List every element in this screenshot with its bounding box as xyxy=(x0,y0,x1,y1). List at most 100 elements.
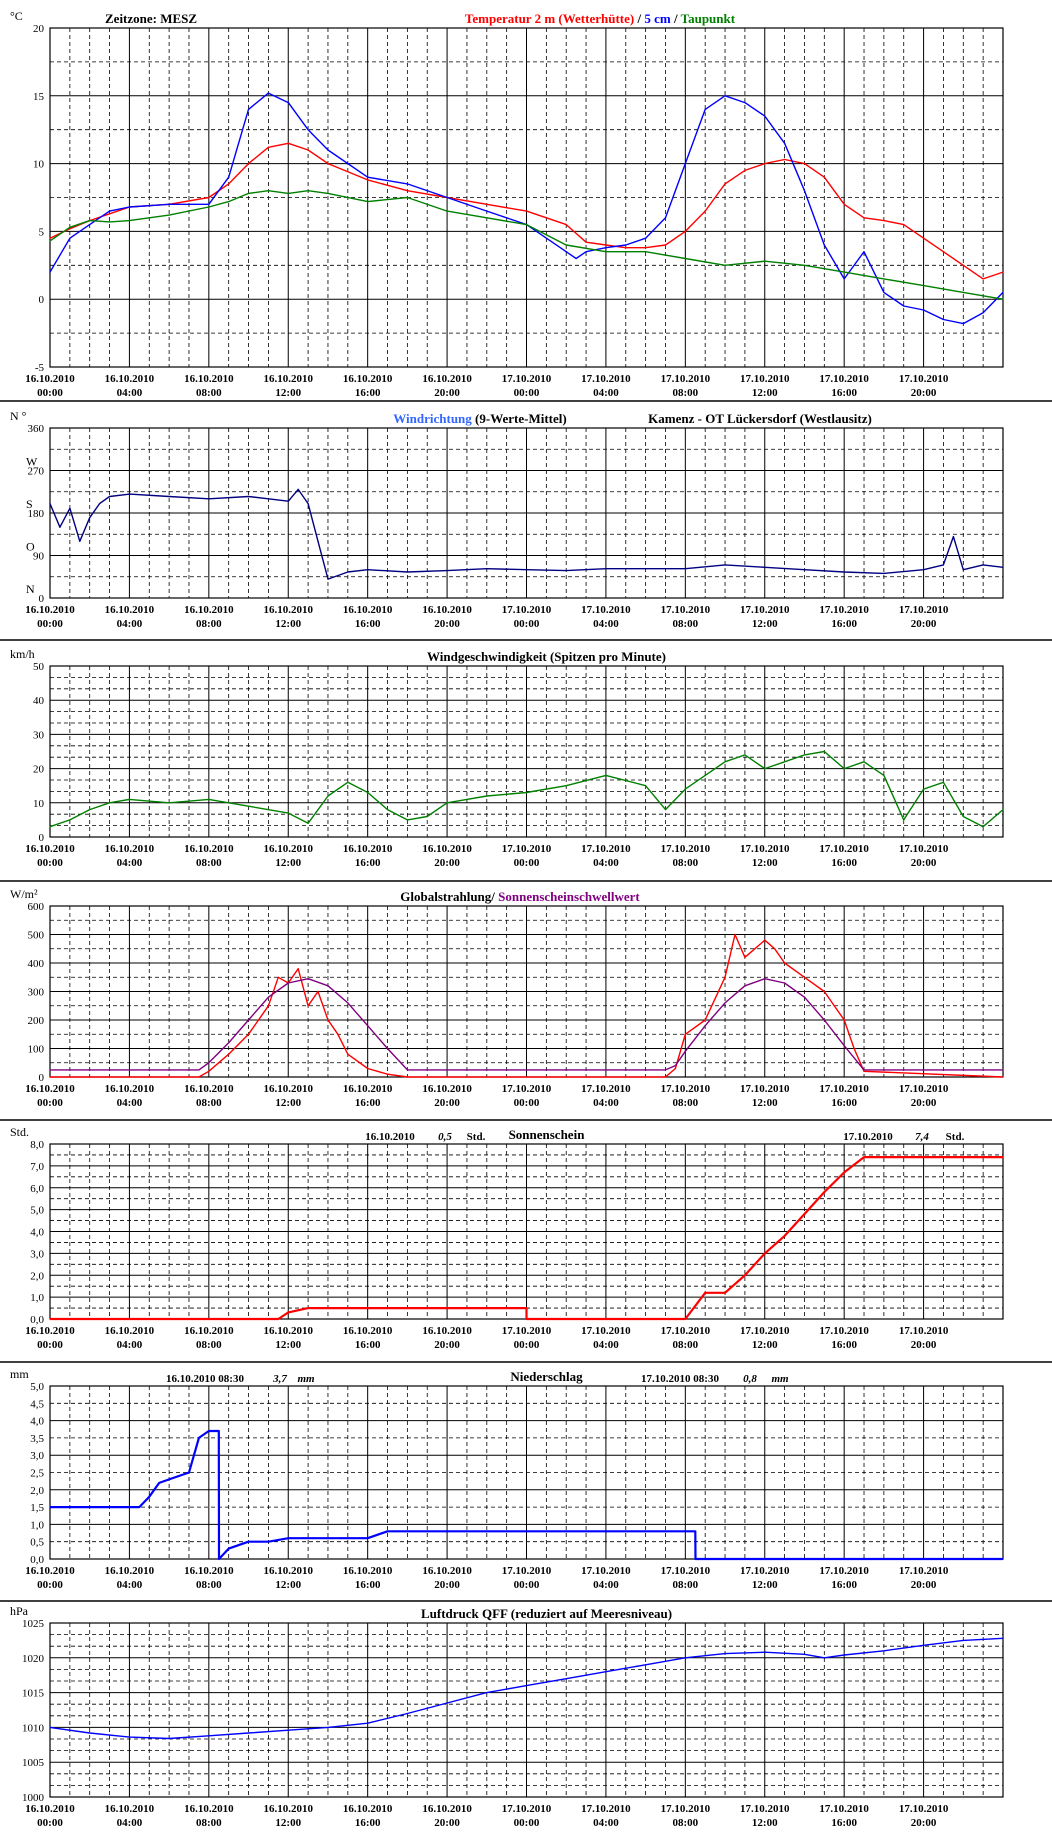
data-point xyxy=(347,1002,349,1004)
data-point xyxy=(128,1736,130,1738)
chart-title-part: 5 cm xyxy=(644,11,671,26)
data-point xyxy=(684,568,686,570)
data-point xyxy=(803,190,806,192)
x-tick-date: 17.10.2010 xyxy=(502,843,552,855)
x-tick-date: 16.10.2010 xyxy=(422,1803,472,1815)
y-tick-label: 2,0 xyxy=(30,1485,44,1497)
data-point xyxy=(1002,1076,1004,1078)
data-point xyxy=(684,1050,686,1052)
y-tick-label: 4,5 xyxy=(30,1398,44,1410)
data-point xyxy=(367,1722,369,1724)
data-point xyxy=(109,210,111,212)
data-point xyxy=(684,1033,686,1035)
x-tick-time: 20:00 xyxy=(434,1097,460,1109)
series-line-1 xyxy=(49,488,1004,580)
x-tick-date: 17.10.2010 xyxy=(740,843,790,855)
x-tick-time: 20:00 xyxy=(911,857,937,869)
x-tick-time: 12:00 xyxy=(275,1097,301,1109)
x-tick-time: 00:00 xyxy=(514,1817,540,1829)
timezone-label: Zeitzone: MESZ xyxy=(105,11,197,26)
data-point xyxy=(645,1664,647,1666)
data-point xyxy=(744,754,746,756)
x-tick-date: 16.10.2010 xyxy=(25,1083,75,1095)
y-tick-label: 1020 xyxy=(22,1653,45,1665)
x-tick-time: 16:00 xyxy=(831,1339,857,1351)
y-tick-label: 0 xyxy=(39,832,45,844)
data-point xyxy=(208,1430,210,1432)
data-point xyxy=(69,226,71,228)
data-point xyxy=(962,1639,964,1641)
x-tick-date: 16.10.2010 xyxy=(25,1325,75,1337)
x-tick-time: 16:00 xyxy=(355,1097,381,1109)
data-point xyxy=(228,1053,230,1055)
data-point xyxy=(625,247,627,249)
data-point xyxy=(406,1530,408,1532)
y-tick-label: 2,5 xyxy=(30,1468,44,1480)
data-point xyxy=(257,1019,260,1021)
data-point xyxy=(446,196,448,199)
data-point xyxy=(565,251,567,253)
data-point xyxy=(327,795,329,797)
data-point xyxy=(287,142,289,144)
data-point xyxy=(982,564,984,566)
y-tick-label: 6,0 xyxy=(30,1183,44,1195)
data-point xyxy=(704,1019,706,1021)
x-tick-time: 04:00 xyxy=(117,1097,143,1109)
data-point xyxy=(784,982,786,984)
x-tick-date: 17.10.2010 xyxy=(819,1565,869,1577)
data-point xyxy=(59,526,61,528)
data-point xyxy=(327,985,329,987)
y-tick-label: 0 xyxy=(39,593,45,605)
x-tick-time: 16:00 xyxy=(831,857,857,869)
data-point xyxy=(744,102,746,104)
data-point xyxy=(764,978,766,980)
day-total-value: 0,5 xyxy=(438,1131,452,1143)
data-point xyxy=(923,237,925,239)
x-tick-date: 16.10.2010 xyxy=(343,604,393,616)
day-total-value: 0,8 xyxy=(743,1373,757,1385)
x-tick-time: 12:00 xyxy=(752,1817,778,1829)
data-point xyxy=(744,1274,746,1276)
data-point xyxy=(128,493,130,495)
chart-subtitle: Kamenz - OT Lückersdorf (Westlausitz) xyxy=(648,411,872,426)
data-point xyxy=(803,976,806,978)
data-point xyxy=(247,192,250,194)
data-point xyxy=(883,278,885,280)
x-tick-date: 16.10.2010 xyxy=(422,1083,472,1095)
data-point xyxy=(784,1235,786,1237)
data-point xyxy=(486,795,488,797)
x-tick-date: 17.10.2010 xyxy=(899,604,949,616)
chart-title: Luftdruck QFF (reduziert auf Meeresnivea… xyxy=(421,1606,672,1621)
data-point xyxy=(942,781,945,783)
data-point xyxy=(674,1067,677,1070)
data-point xyxy=(724,1002,726,1004)
data-point xyxy=(367,201,369,203)
data-point xyxy=(883,220,885,222)
x-tick-time: 04:00 xyxy=(593,857,619,869)
x-tick-time: 12:00 xyxy=(275,1339,301,1351)
data-point xyxy=(645,251,647,253)
x-tick-time: 16:00 xyxy=(831,387,857,399)
data-point xyxy=(734,933,736,936)
x-tick-time: 12:00 xyxy=(275,1579,301,1591)
x-tick-date: 17.10.2010 xyxy=(581,843,631,855)
data-point xyxy=(208,798,210,801)
x-tick-time: 08:00 xyxy=(196,1579,222,1591)
data-point xyxy=(764,163,766,165)
data-point xyxy=(247,163,250,165)
y-tick-label: 3,0 xyxy=(30,1450,44,1462)
y-tick-label: 20 xyxy=(33,23,45,35)
data-point xyxy=(883,774,885,777)
data-point xyxy=(466,798,468,801)
data-point xyxy=(287,1729,289,1731)
data-point xyxy=(923,309,925,311)
data-point xyxy=(307,149,309,151)
data-point xyxy=(843,203,845,205)
data-point xyxy=(903,224,905,226)
data-point xyxy=(307,129,309,131)
data-point xyxy=(664,809,667,811)
data-point xyxy=(1002,1637,1004,1639)
x-tick-time: 20:00 xyxy=(434,1579,460,1591)
x-tick-time: 20:00 xyxy=(434,387,460,399)
